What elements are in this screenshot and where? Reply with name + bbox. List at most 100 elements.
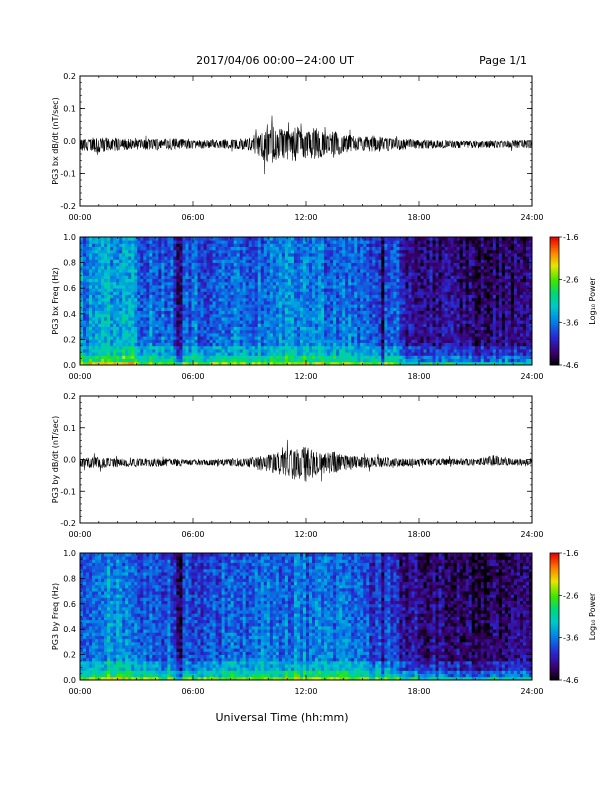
spectrogram-cell bbox=[149, 263, 152, 267]
spectrogram-cell bbox=[285, 256, 288, 260]
spectrogram-cell bbox=[282, 359, 285, 363]
spectrogram-cell bbox=[170, 237, 173, 241]
spectrogram-cell bbox=[83, 266, 86, 270]
spectrogram-cell bbox=[309, 304, 312, 308]
spectrogram-cell bbox=[167, 266, 170, 270]
spectrogram-cell bbox=[249, 311, 252, 315]
spectrogram-cell bbox=[113, 307, 116, 311]
spectrogram-cell bbox=[134, 339, 137, 343]
spectrogram-cell bbox=[436, 282, 439, 286]
spectrogram-cell bbox=[246, 355, 249, 359]
spectrogram-cell bbox=[315, 285, 318, 289]
spectrogram-cell bbox=[255, 256, 258, 260]
spectrogram-cell bbox=[92, 327, 95, 331]
spectrogram-cell bbox=[95, 237, 98, 241]
spectrogram-cell bbox=[243, 295, 246, 299]
spectrogram-cell bbox=[83, 327, 86, 331]
spectrogram-cell bbox=[213, 259, 216, 263]
spectrogram-cell bbox=[369, 339, 372, 343]
spectrogram-cell bbox=[185, 240, 188, 244]
spectrogram-cell bbox=[179, 253, 182, 257]
spectrogram-cell bbox=[351, 240, 354, 244]
spectrogram-cell bbox=[267, 285, 270, 289]
spectrogram-cell bbox=[285, 282, 288, 286]
spectrogram-cell bbox=[282, 333, 285, 337]
spectrogram-cell bbox=[155, 269, 158, 273]
spectrogram-cell bbox=[146, 307, 149, 311]
spectrogram-cell bbox=[288, 307, 291, 311]
spectrogram-cell bbox=[164, 250, 167, 254]
spectrogram-cell bbox=[324, 298, 327, 302]
spectrogram-cell bbox=[318, 327, 321, 331]
spectrogram-cell bbox=[110, 282, 113, 286]
spectrogram-cell bbox=[195, 320, 198, 324]
spectrogram-cell bbox=[381, 243, 384, 247]
spectrogram-cell bbox=[357, 282, 360, 286]
spectrogram-cell bbox=[116, 247, 119, 251]
spectrogram-cell bbox=[213, 266, 216, 270]
spectrogram-cell bbox=[348, 259, 351, 263]
spectrogram-cell bbox=[411, 317, 414, 321]
spectrogram-cell bbox=[240, 291, 243, 295]
spectrogram-cell bbox=[228, 291, 231, 295]
spectrogram-cell bbox=[351, 243, 354, 247]
spectrogram-cell bbox=[369, 288, 372, 292]
spectrogram-cell bbox=[83, 282, 86, 286]
spectrogram-cell bbox=[155, 314, 158, 318]
spectrogram-cell bbox=[149, 349, 152, 353]
spectrogram-cell bbox=[86, 288, 89, 292]
spectrogram-cell bbox=[92, 339, 95, 343]
spectrogram-cell bbox=[402, 250, 405, 254]
spectrogram-cell bbox=[357, 275, 360, 279]
spectrogram-cell bbox=[113, 336, 116, 340]
spectrogram-cell bbox=[216, 282, 219, 286]
spectrogram-cell bbox=[369, 282, 372, 286]
spectrogram-cell bbox=[198, 285, 201, 289]
spectrogram-cell bbox=[288, 259, 291, 263]
spectrogram-cell bbox=[207, 314, 210, 318]
spectrogram-cell bbox=[240, 307, 243, 311]
spectrogram-cell bbox=[336, 240, 339, 244]
spectrogram-cell bbox=[122, 272, 125, 276]
spectrogram-cell bbox=[92, 295, 95, 299]
spectrogram-cell bbox=[318, 243, 321, 247]
spectrogram-cell bbox=[146, 333, 149, 337]
spectrogram-cell bbox=[237, 240, 240, 244]
spectrogram-cell bbox=[267, 307, 270, 311]
spectrogram-cell bbox=[294, 333, 297, 337]
spectrogram-cell bbox=[390, 263, 393, 267]
spectrogram-cell bbox=[393, 263, 396, 267]
spectrogram-cell bbox=[430, 272, 433, 276]
spectrogram-cell bbox=[433, 355, 436, 359]
spectrogram-cell bbox=[357, 346, 360, 350]
spectrogram-cell bbox=[378, 307, 381, 311]
spectrogram-cell bbox=[198, 314, 201, 318]
spectrogram-cell bbox=[433, 243, 436, 247]
spectrogram-cell bbox=[161, 301, 164, 305]
spectrogram-cell bbox=[375, 355, 378, 359]
spectrogram-cell bbox=[393, 355, 396, 359]
spectrogram-cell bbox=[414, 307, 417, 311]
spectrogram-cell bbox=[433, 298, 436, 302]
spectrogram-cell bbox=[213, 314, 216, 318]
spectrogram-cell bbox=[445, 320, 448, 324]
spectrogram-cell bbox=[140, 275, 143, 279]
spectrogram-cell bbox=[237, 330, 240, 334]
spectrogram-cell bbox=[270, 307, 273, 311]
spectrogram-cell bbox=[424, 311, 427, 315]
spectrogram-cell bbox=[176, 301, 179, 305]
spectrogram-cell bbox=[255, 352, 258, 356]
spectrogram-cell bbox=[360, 323, 363, 327]
spectrogram-cell bbox=[303, 339, 306, 343]
spectrogram-cell bbox=[228, 272, 231, 276]
spectrogram-cell bbox=[243, 237, 246, 241]
spectrogram-cell bbox=[345, 253, 348, 257]
spectrogram-cell bbox=[143, 304, 146, 308]
spectrogram-cell bbox=[357, 295, 360, 299]
spectrogram-cell bbox=[110, 288, 113, 292]
spectrogram-cell bbox=[107, 282, 110, 286]
spectrogram-cell bbox=[252, 263, 255, 267]
spectrogram-cell bbox=[164, 272, 167, 276]
spectrogram-cell bbox=[303, 275, 306, 279]
spectrogram-cell bbox=[249, 327, 252, 331]
